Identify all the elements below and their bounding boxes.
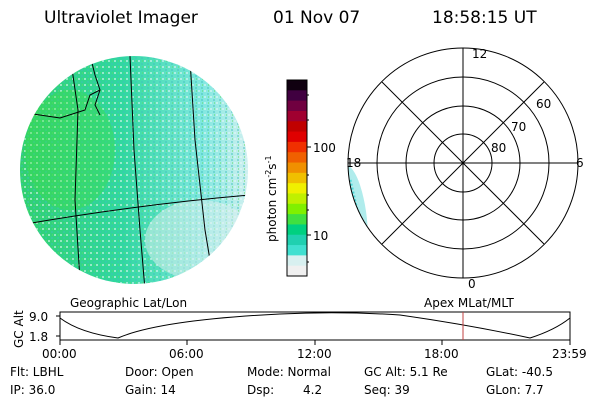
- date-label: 01 Nov 07: [273, 8, 361, 28]
- meridian-line: [69, 56, 81, 281]
- colorbar: [286, 79, 308, 277]
- colorbar-segment: [287, 183, 307, 194]
- mlt-label-12: 12: [472, 47, 488, 61]
- timeline-y-label: GC Alt: [12, 310, 26, 348]
- meridian-line: [129, 56, 146, 284]
- door-info: Door: Open: [125, 365, 194, 379]
- timeline-y-tick-min: 1.8: [29, 330, 49, 344]
- seq-info: Seq: 39: [364, 383, 410, 397]
- gc-alt-info: GC Alt: 5.1 Re: [364, 365, 448, 379]
- mode-info: Mode: Normal: [247, 365, 331, 379]
- time-label: 18:58:15 UT: [432, 8, 537, 28]
- apex-label: Apex MLat/MLT: [424, 296, 514, 310]
- mlt-label-0: 0: [468, 277, 476, 291]
- colorbar-segment: [287, 152, 307, 164]
- dsp-value: 4.2: [303, 383, 323, 397]
- coastline: [20, 56, 101, 119]
- polar-plot: [347, 47, 579, 279]
- colorbar-tick-100: 100: [313, 141, 336, 155]
- gc-alt-timeline: [56, 311, 571, 345]
- mlat-label-80: 80: [491, 141, 507, 155]
- colorbar-segment: [287, 234, 307, 246]
- colorbar-segment: [287, 90, 307, 102]
- dsp-label: Dsp:: [247, 383, 275, 397]
- timeline-x-tick: 12:00: [297, 347, 332, 361]
- coastline: [94, 89, 101, 116]
- glon-info: GLon: 7.7: [486, 383, 544, 397]
- timeline-x-tick: 06:00: [169, 347, 204, 361]
- glat-info: GLat: -40.5: [486, 365, 553, 379]
- mlat-label-70: 70: [511, 120, 527, 134]
- colorbar-segment: [287, 224, 307, 236]
- mlt-label-6: 6: [576, 156, 584, 170]
- colorbar-ticks: [307, 94, 311, 263]
- colorbar-segment: [287, 141, 307, 153]
- timeline-x-tick: 00:00: [42, 347, 77, 361]
- colorbar-title: photon cm-2s-1: [264, 155, 279, 242]
- colorbar-segment: [287, 203, 307, 215]
- geographic-image: [20, 56, 248, 284]
- colorbar-tick-10: 10: [313, 229, 329, 243]
- ip-info: IP: 36.0: [10, 383, 56, 397]
- instrument-title: Ultraviolet Imager: [44, 8, 198, 28]
- colorbar-segment: [287, 131, 307, 143]
- geographic-label: Geographic Lat/Lon: [70, 296, 188, 310]
- mlat-label-60: 60: [536, 97, 552, 111]
- colorbar-segment: [287, 255, 307, 267]
- parallel-line: [20, 194, 248, 226]
- filter-info: Flt: LBHL: [10, 365, 64, 379]
- gain-info: Gain: 14: [125, 383, 176, 397]
- timeline-x-tick: 18:00: [424, 347, 459, 361]
- colorbar-segment: [287, 265, 307, 277]
- colorbar-segment: [287, 172, 307, 184]
- timeline-y-tick-max: 9.0: [29, 310, 49, 324]
- colorbar-segment: [287, 193, 307, 205]
- timeline-x-tick: 23:59: [552, 347, 587, 361]
- colorbar-segment: [287, 214, 307, 225]
- colorbar-segment: [287, 245, 307, 256]
- colorbar-segment: [287, 121, 307, 133]
- colorbar-segment: [287, 110, 307, 122]
- colorbar-segment: [287, 162, 307, 174]
- colorbar-segment: [287, 80, 307, 91]
- mlt-label-18: 18: [346, 156, 362, 170]
- colorbar-segment: [287, 100, 307, 112]
